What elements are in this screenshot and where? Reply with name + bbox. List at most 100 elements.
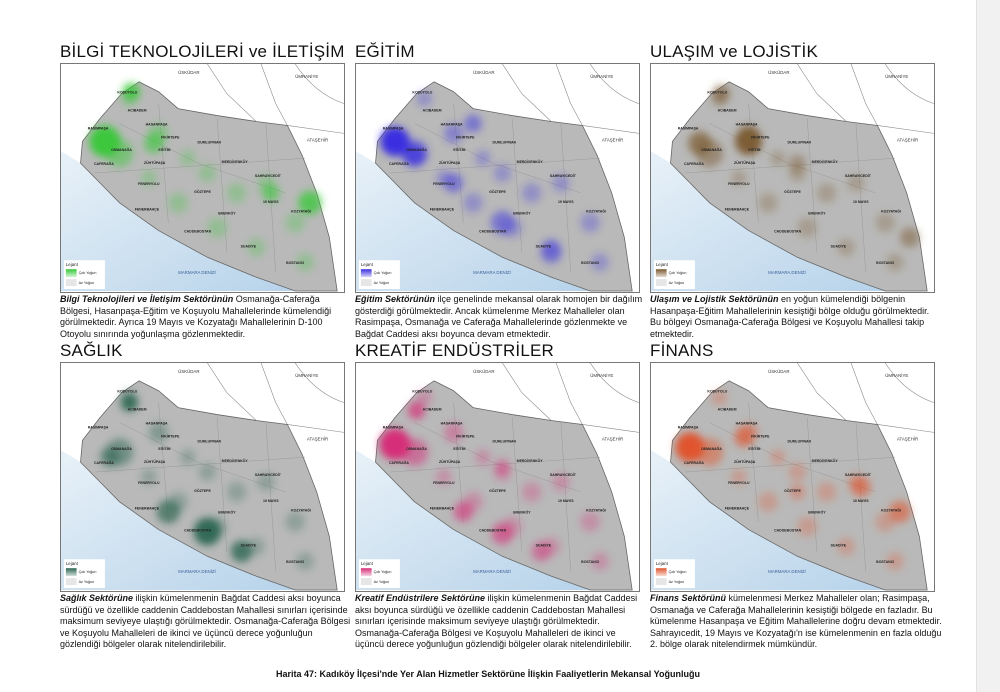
caption: Finans Sektörünü kümelenmesi Merkez Maha… bbox=[650, 593, 942, 651]
boundary bbox=[884, 363, 934, 403]
neighborhood-label: RASİMPAŞA bbox=[383, 126, 404, 130]
boundary bbox=[850, 64, 878, 126]
density-blob bbox=[193, 517, 222, 546]
map: KOŞUYOLU ACIBADEM RASİMPAŞA HASANPAŞA FİKİRT… bbox=[355, 63, 640, 293]
neighborhood-label: EĞİTİM bbox=[453, 446, 465, 451]
neighborhood-label: ACIBADEM bbox=[128, 408, 147, 412]
density bbox=[89, 82, 322, 272]
boundary bbox=[555, 363, 583, 425]
neighborhood-label: FENERYOLU bbox=[433, 182, 455, 186]
neighborhood-label: OSMANAĞA bbox=[406, 147, 427, 152]
place-label: ÜSKÜDAR bbox=[473, 368, 494, 374]
legend-title: Lejant bbox=[361, 262, 374, 267]
district bbox=[80, 81, 338, 292]
place-label: ATAŞEHİR bbox=[897, 435, 918, 441]
legend-title: Lejant bbox=[361, 561, 374, 566]
neighborhood-label: CAFERAĞA bbox=[684, 460, 704, 465]
sea bbox=[651, 450, 886, 591]
neighborhood-label: RASİMPAŞA bbox=[383, 425, 404, 429]
map-title: SAĞLIK bbox=[60, 341, 123, 360]
boundary bbox=[555, 64, 583, 126]
caption-lead: Ulaşım ve Lojistik Sektörünün bbox=[650, 294, 779, 304]
density-blob bbox=[875, 511, 895, 532]
legend-label: Az Yoğun bbox=[374, 281, 390, 285]
neighborhood-label: CADDEBOSTAN bbox=[184, 229, 211, 233]
sea-label: MARMARA DENİZİ bbox=[768, 568, 806, 574]
neighborhood-label: FENERBAHÇE bbox=[725, 507, 750, 511]
place-label: ÜMRANİYE bbox=[590, 73, 613, 79]
boundary bbox=[884, 64, 934, 104]
neighborhood-label: EĞİTİM bbox=[453, 147, 465, 152]
place-label: ÜMRANİYE bbox=[590, 372, 613, 378]
density-blob bbox=[531, 541, 552, 562]
density-blob bbox=[494, 459, 511, 476]
neighborhood-label: FENERBAHÇE bbox=[430, 507, 455, 511]
neighborhood-label: BOSTANCI bbox=[581, 560, 599, 564]
street bbox=[414, 123, 581, 194]
neighborhood-label: RASİMPAŞA bbox=[88, 425, 109, 429]
legend-swatch bbox=[655, 269, 667, 278]
place-label: ÜSKÜDAR bbox=[178, 368, 199, 374]
caption: Ulaşım ve Lojistik Sektörünün en yoğun k… bbox=[650, 294, 942, 340]
caption: Sağlık Sektörüne ilişkin kümelenmenin Ba… bbox=[60, 593, 352, 651]
density-blob bbox=[226, 481, 247, 502]
legend-swatch bbox=[655, 578, 667, 586]
legend-label: Az Yoğun bbox=[79, 281, 95, 285]
place-label: ÜMRANİYE bbox=[885, 73, 908, 79]
neighborhood-label: SAHRAYICEDİT bbox=[845, 473, 872, 477]
sea bbox=[651, 151, 886, 292]
street bbox=[95, 157, 305, 174]
boundary bbox=[260, 64, 288, 126]
density-blob bbox=[816, 182, 837, 203]
map-title: KREATİF ENDÜSTRİLER bbox=[355, 341, 555, 360]
neighborhood-label: SUADİYE bbox=[536, 543, 552, 547]
neighborhood-label: ZÜHTÜPAŞA bbox=[144, 160, 166, 165]
caption-lead: Sağlık Sektörüne bbox=[60, 593, 134, 603]
boundary bbox=[589, 363, 639, 403]
place-label: ATAŞEHİR bbox=[602, 136, 623, 142]
density-blob bbox=[580, 511, 600, 532]
neighborhood-label: KOZYATAĞI bbox=[586, 209, 606, 214]
sea-label: MARMARA DENİZİ bbox=[178, 568, 216, 574]
place-label: ÜSKÜDAR bbox=[473, 69, 494, 75]
place-label: ÜMRANİYE bbox=[295, 73, 318, 79]
density-blob bbox=[207, 217, 227, 238]
density-blob bbox=[552, 174, 570, 192]
density-blob bbox=[298, 190, 322, 215]
neighborhood-label: KOŞUYOLU bbox=[117, 91, 137, 95]
density-blob bbox=[257, 473, 275, 491]
caption-text: ilçe genelinde mekansal olarak homojen b… bbox=[355, 294, 643, 339]
caption: Kreatif Endüstrilere Sektörüne ilişkin k… bbox=[355, 593, 647, 651]
neighborhood-label: ZÜHTÜPAŞA bbox=[439, 160, 461, 165]
density bbox=[688, 84, 920, 272]
neighborhood-label: DUMLUPINAR bbox=[788, 140, 812, 144]
neighborhood-label: BOSTANCI bbox=[286, 560, 304, 564]
density-blob bbox=[285, 212, 305, 233]
density-blob bbox=[886, 253, 904, 272]
caption-lead: Kreatif Endüstrilere Sektörüne bbox=[355, 593, 486, 603]
density-blob bbox=[493, 164, 512, 182]
neighborhood-label: OSMANAĞA bbox=[701, 147, 722, 152]
caption-lead: Eğitim Sektörünün bbox=[355, 294, 436, 304]
street bbox=[560, 123, 571, 273]
neighborhood-label: HASANPAŞA bbox=[441, 421, 463, 425]
legend-title: Lejant bbox=[66, 262, 79, 267]
neighborhood-label: ERENKÖY bbox=[218, 510, 236, 515]
neighborhood-label: CADDEBOSTAN bbox=[479, 229, 506, 233]
density-blob bbox=[540, 241, 562, 264]
neighborhood-label: CADDEBOSTAN bbox=[184, 528, 211, 532]
density-blob bbox=[443, 123, 464, 144]
legend-label: Çok Yoğun bbox=[374, 271, 392, 275]
neighborhood-label: ZÜHTÜPAŞA bbox=[144, 459, 166, 464]
street bbox=[390, 157, 600, 174]
density-blob bbox=[711, 389, 728, 406]
legend-swatch bbox=[655, 568, 667, 577]
boundary bbox=[294, 363, 344, 403]
sea bbox=[356, 450, 591, 591]
sea bbox=[61, 151, 296, 292]
density-blob bbox=[591, 253, 609, 272]
neighborhood-label: DUMLUPINAR bbox=[493, 439, 517, 443]
district bbox=[670, 81, 928, 292]
scrollbar[interactable] bbox=[976, 0, 1000, 692]
neighborhood-label: 19 MAYIS bbox=[558, 200, 574, 204]
